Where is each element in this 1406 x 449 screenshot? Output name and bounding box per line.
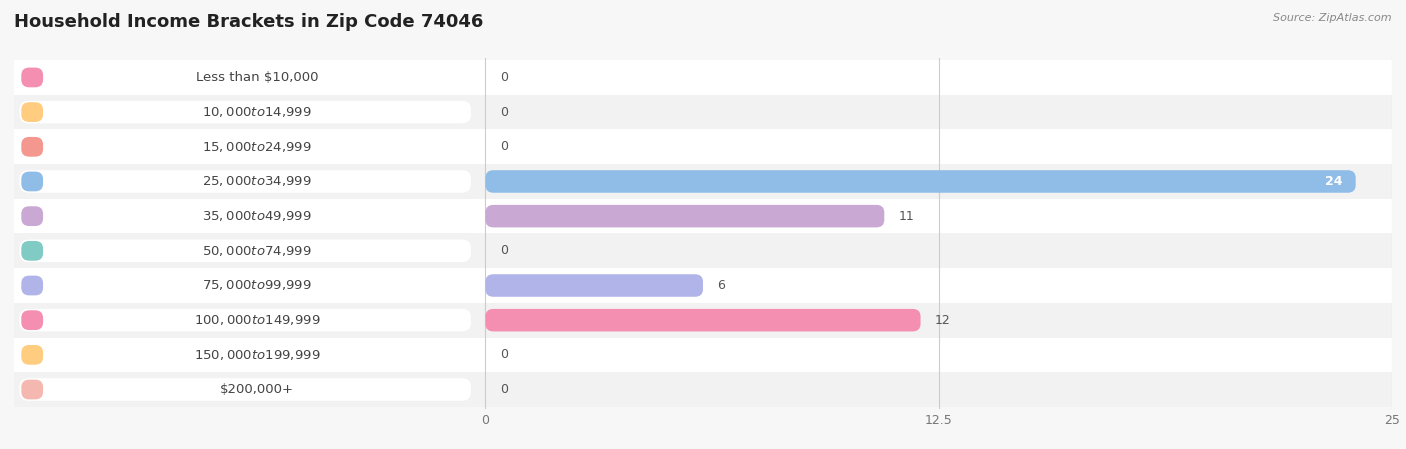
FancyBboxPatch shape xyxy=(14,129,1392,164)
FancyBboxPatch shape xyxy=(21,67,44,87)
FancyBboxPatch shape xyxy=(20,309,471,331)
Text: 0: 0 xyxy=(501,383,508,396)
Text: 12: 12 xyxy=(935,314,950,327)
Text: Household Income Brackets in Zip Code 74046: Household Income Brackets in Zip Code 74… xyxy=(14,13,484,31)
Text: $100,000 to $149,999: $100,000 to $149,999 xyxy=(194,313,321,327)
Text: $200,000+: $200,000+ xyxy=(219,383,294,396)
FancyBboxPatch shape xyxy=(21,241,44,261)
FancyBboxPatch shape xyxy=(21,310,44,330)
Text: Source: ZipAtlas.com: Source: ZipAtlas.com xyxy=(1274,13,1392,23)
FancyBboxPatch shape xyxy=(14,233,1392,268)
Text: $35,000 to $49,999: $35,000 to $49,999 xyxy=(202,209,312,223)
FancyBboxPatch shape xyxy=(21,380,44,400)
FancyBboxPatch shape xyxy=(485,309,921,331)
Text: 0: 0 xyxy=(501,348,508,361)
FancyBboxPatch shape xyxy=(20,170,471,193)
Text: 0: 0 xyxy=(501,71,508,84)
FancyBboxPatch shape xyxy=(20,101,471,123)
Text: Less than $10,000: Less than $10,000 xyxy=(195,71,318,84)
Text: 0: 0 xyxy=(501,106,508,119)
FancyBboxPatch shape xyxy=(14,164,1392,199)
FancyBboxPatch shape xyxy=(20,136,471,158)
FancyBboxPatch shape xyxy=(20,343,471,366)
FancyBboxPatch shape xyxy=(485,274,703,297)
FancyBboxPatch shape xyxy=(14,372,1392,407)
Text: $15,000 to $24,999: $15,000 to $24,999 xyxy=(202,140,312,154)
Text: $10,000 to $14,999: $10,000 to $14,999 xyxy=(202,105,312,119)
Text: $25,000 to $34,999: $25,000 to $34,999 xyxy=(202,175,312,189)
FancyBboxPatch shape xyxy=(21,172,44,191)
FancyBboxPatch shape xyxy=(20,66,471,89)
Text: 11: 11 xyxy=(898,210,914,223)
FancyBboxPatch shape xyxy=(14,95,1392,129)
FancyBboxPatch shape xyxy=(20,378,471,401)
FancyBboxPatch shape xyxy=(485,170,1355,193)
Text: 0: 0 xyxy=(501,244,508,257)
Text: 24: 24 xyxy=(1326,175,1343,188)
Text: $150,000 to $199,999: $150,000 to $199,999 xyxy=(194,348,321,362)
FancyBboxPatch shape xyxy=(21,206,44,226)
FancyBboxPatch shape xyxy=(21,276,44,295)
FancyBboxPatch shape xyxy=(14,268,1392,303)
FancyBboxPatch shape xyxy=(21,345,44,365)
FancyBboxPatch shape xyxy=(14,60,1392,95)
Text: $75,000 to $99,999: $75,000 to $99,999 xyxy=(202,278,312,292)
Text: $50,000 to $74,999: $50,000 to $74,999 xyxy=(202,244,312,258)
FancyBboxPatch shape xyxy=(14,338,1392,372)
Text: 6: 6 xyxy=(717,279,725,292)
FancyBboxPatch shape xyxy=(21,137,44,157)
FancyBboxPatch shape xyxy=(14,303,1392,338)
FancyBboxPatch shape xyxy=(20,274,471,297)
FancyBboxPatch shape xyxy=(21,102,44,122)
FancyBboxPatch shape xyxy=(20,205,471,227)
FancyBboxPatch shape xyxy=(14,199,1392,233)
Text: 0: 0 xyxy=(501,140,508,153)
FancyBboxPatch shape xyxy=(485,205,884,227)
FancyBboxPatch shape xyxy=(20,240,471,262)
